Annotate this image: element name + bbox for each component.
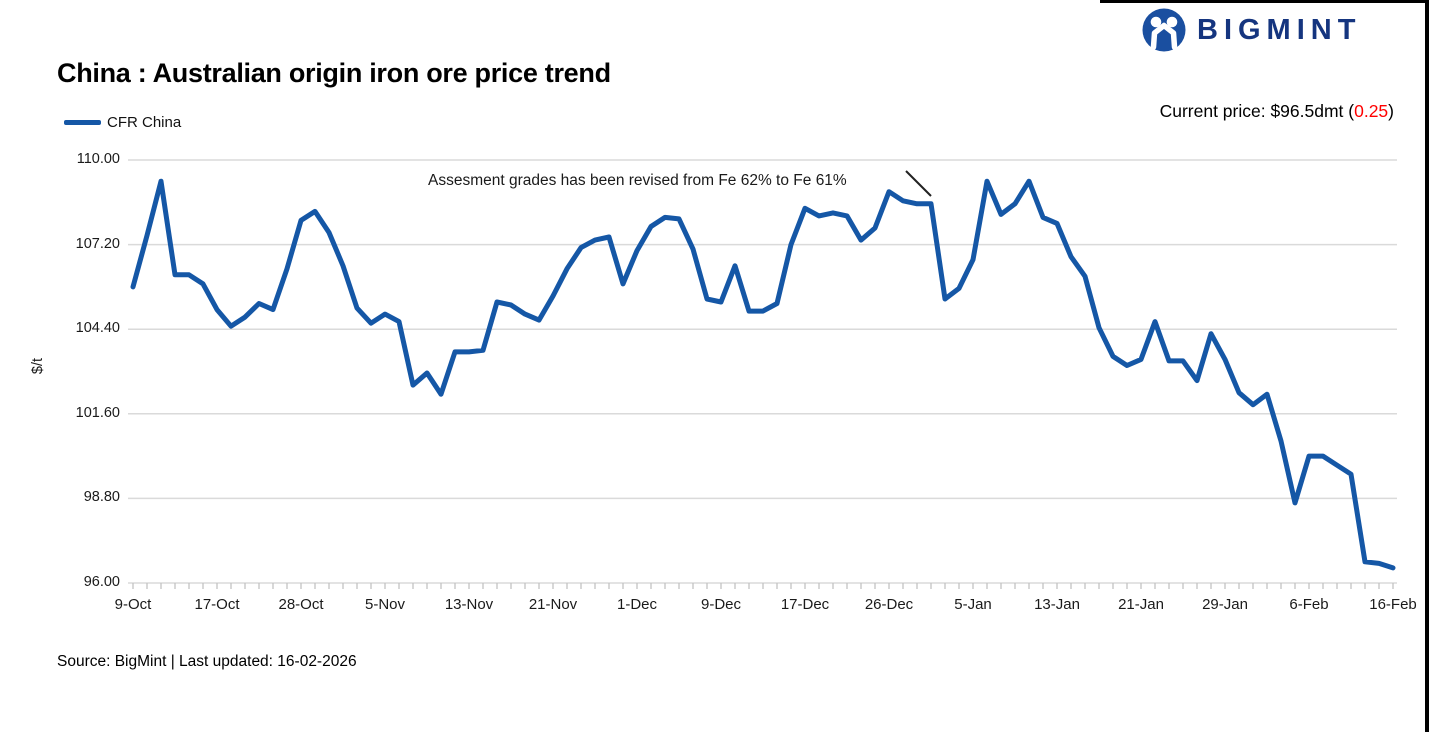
x-axis-label: 28-Oct — [278, 596, 324, 613]
x-axis-label: 17-Oct — [194, 596, 240, 613]
chart-legend: CFR China — [64, 114, 181, 131]
x-axis-label: 21-Nov — [528, 596, 578, 613]
x-axis-label: 5-Nov — [364, 596, 405, 613]
y-axis-title: $/t — [30, 357, 46, 375]
x-axis-label: 21-Jan — [1118, 596, 1164, 613]
y-axis-label: 96.00 — [83, 574, 120, 590]
x-axis-label: 13-Jan — [1034, 596, 1080, 613]
x-axis-label: 5-Jan — [954, 596, 992, 613]
page-title: China : Australian origin iron ore price… — [57, 58, 611, 88]
x-axis-label: 29-Jan — [1202, 596, 1248, 613]
legend-series-label: CFR China — [107, 114, 182, 131]
y-axis-label: 101.60 — [75, 404, 120, 421]
legend-line-swatch — [64, 120, 101, 125]
window-edge-right — [1425, 0, 1429, 732]
annotation-text: Assesment grades has been revised from F… — [428, 172, 847, 189]
x-axis-label: 26-Dec — [864, 596, 914, 613]
current-price-text: Current price: $96.5dmt (0.25) — [1160, 101, 1394, 122]
x-axis-label: 16-Feb — [1369, 596, 1417, 613]
y-axis-label: 110.00 — [76, 151, 120, 167]
y-axis-label: 107.20 — [75, 235, 120, 252]
bigmint-logo-icon — [1142, 8, 1186, 52]
current-price-change: 0.25 — [1354, 101, 1389, 121]
current-price-prefix: Current price: $96.5dmt ( — [1159, 101, 1355, 121]
y-axis-label: 104.40 — [75, 320, 120, 337]
x-axis-label: 1-Dec — [616, 596, 657, 613]
y-axis-label: 98.80 — [83, 489, 120, 506]
window-edge-top — [1100, 0, 1429, 3]
x-axis-label: 9-Oct — [114, 596, 152, 613]
x-axis-label: 13-Nov — [444, 596, 494, 613]
cfr-china-line — [130, 178, 1396, 571]
current-price-suffix: ) — [1388, 101, 1394, 121]
annotation-pointer-line — [905, 170, 932, 197]
bigmint-logo-text: BIGMINT — [1197, 14, 1362, 46]
source-note: Source: BigMint | Last updated: 16-02-20… — [57, 653, 357, 670]
x-axis-label: 9-Dec — [700, 596, 741, 613]
x-axis-label: 6-Feb — [1289, 596, 1329, 613]
bigmint-logo: BIGMINT — [1141, 6, 1361, 55]
x-axis-label: 17-Dec — [780, 596, 830, 613]
